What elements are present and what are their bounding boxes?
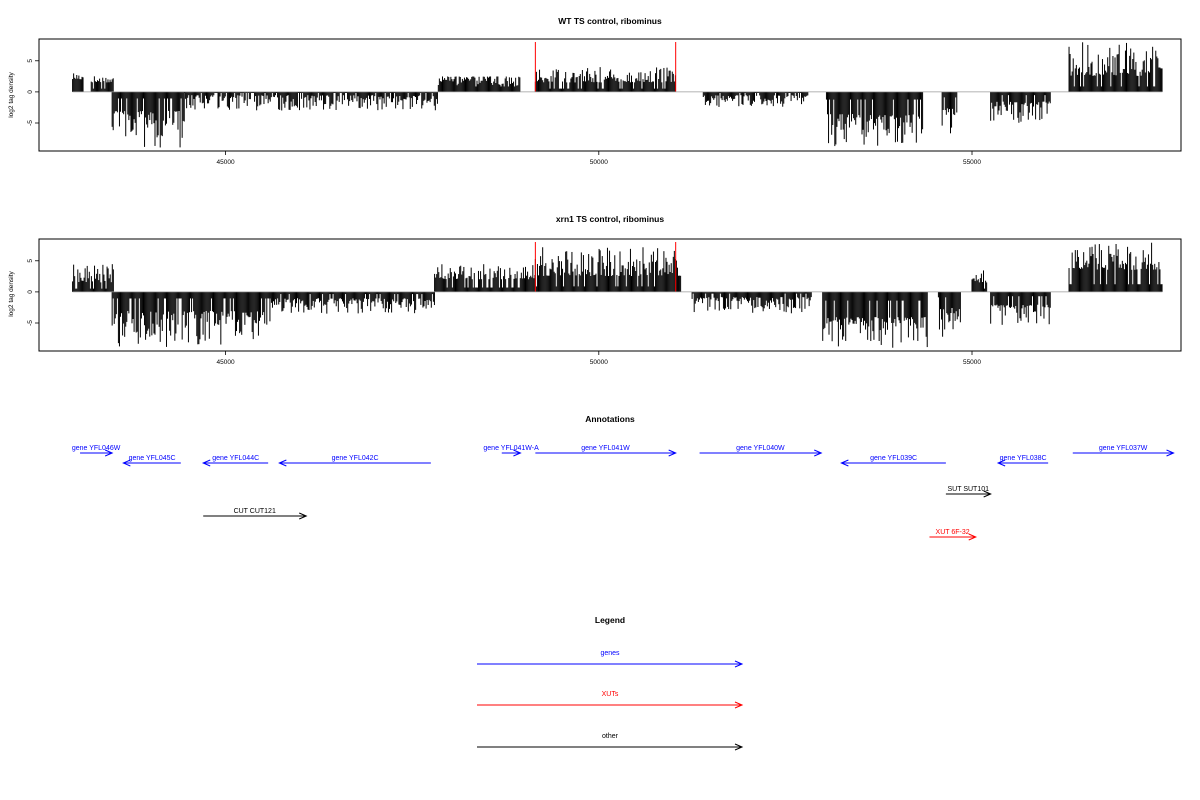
arrow-head [814,449,823,457]
legend-title: Legend [595,615,625,625]
legend-item: XUTs [477,691,744,709]
feature-arrow: CUT CUT121 [203,508,308,520]
arrow-head [983,490,992,498]
panel-title: xrn1 TS control, ribominus [556,214,664,224]
y-axis-label: log2 tag density [8,270,15,316]
y-tick-label: -5 [27,120,34,126]
feature-label: gene YFL037W [1099,445,1148,452]
legend-item: genes [477,650,744,668]
feature-label: gene YFL044C [212,455,259,462]
arrow-head [734,743,744,751]
feature-label: gene YFL041W-A [483,445,539,452]
feature-arrow: gene YFL040W [699,445,823,457]
x-tick-label: 45000 [217,359,235,366]
feature-arrow: gene YFL039C [840,455,946,467]
x-axis-ticks: 45000 50000 55000 [217,351,981,366]
feature-label: gene YFL046W [72,445,121,452]
arrow-head [201,459,211,467]
panel-title: WT TS control, ribominus [558,16,662,26]
legend-label: XUTs [602,691,619,698]
feature-arrow: gene YFL046W [72,445,121,457]
feature-label: gene YFL038C [1000,455,1047,462]
plot-frame [38,238,1182,352]
arrow-head [968,533,978,541]
feature-label: gene YFL041W [581,445,630,452]
arrow-head [278,459,287,467]
feature-arrow: gene YFL041W [535,445,677,457]
arrow-head [668,449,677,457]
feature-label: CUT CUT121 [234,508,276,515]
feature-arrow: gene YFL041W-A [483,445,539,457]
arrow-head [734,701,744,709]
y-axis-ticks: -5 0 5 [27,259,39,326]
legend-label: other [602,733,619,740]
feature-arrow: gene YFL038C [996,455,1049,467]
feature-label: gene YFL040W [736,445,785,452]
feature-arrow: gene YFL045C [122,455,181,467]
wt-coverage-panel: WT TS control, ribominus log2 tag densit… [8,16,1182,166]
x-tick-label: 55000 [963,159,981,166]
y-tick-label: -5 [27,320,34,326]
x-axis-ticks: 45000 50000 55000 [217,151,981,166]
y-axis-ticks: -5 0 5 [27,59,39,126]
legend-label: genes [600,650,620,657]
arrow-head [122,459,131,467]
legend-items: genes XUTs other [477,650,744,751]
coverage-bars [72,242,1163,348]
feature-label: XUT 6F-32 [936,529,970,536]
feature-arrows: gene YFL046W gene YFL045C gene YFL044C gene… [72,445,1175,541]
xrn1-coverage-panel: xrn1 TS control, ribominus log2 tag dens… [8,214,1182,366]
feature-arrow: gene YFL044C [201,455,269,467]
coverage-bars [72,42,1163,148]
region-markers [534,242,677,292]
feature-arrow: SUT SUT101 [945,486,992,498]
arrow-head [840,459,849,467]
y-tick-label: 5 [27,259,34,263]
y-axis-label: log2 tag density [8,71,15,117]
feature-label: gene YFL039C [870,455,917,462]
region-markers [534,42,677,92]
plot-frame [38,38,1182,152]
feature-label: SUT SUT101 [948,486,990,493]
legend-item: other [477,733,744,751]
y-tick-label: 0 [27,290,34,294]
feature-arrow: gene YFL037W [1072,445,1175,457]
x-tick-label: 55000 [963,359,981,366]
feature-label: gene YFL045C [129,455,176,462]
feature-arrow: XUT 6F-32 [929,529,978,541]
y-tick-label: 5 [27,59,34,63]
x-tick-label: 45000 [217,159,235,166]
feature-label: gene YFL042C [332,455,379,462]
arrow-head [299,512,308,520]
x-tick-label: 50000 [590,159,608,166]
x-tick-label: 50000 [590,359,608,366]
y-tick-label: 0 [27,90,34,94]
annotations-title: Annotations [585,414,635,424]
arrow-head [996,459,1006,467]
arrow-head [513,449,522,457]
arrow-head [104,449,114,457]
arrow-head [1166,449,1175,457]
feature-arrow: gene YFL042C [278,455,431,467]
arrow-head [734,660,744,668]
legend: Legend genes XUTs other [477,615,744,751]
